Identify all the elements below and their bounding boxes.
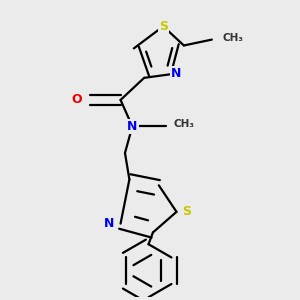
Text: O: O — [72, 93, 82, 106]
Text: S: S — [159, 20, 168, 33]
Text: CH₃: CH₃ — [222, 33, 243, 43]
Text: N: N — [104, 217, 115, 230]
Text: N: N — [127, 120, 137, 133]
Text: CH₃: CH₃ — [174, 119, 195, 129]
Text: N: N — [171, 67, 182, 80]
Text: S: S — [182, 205, 191, 218]
